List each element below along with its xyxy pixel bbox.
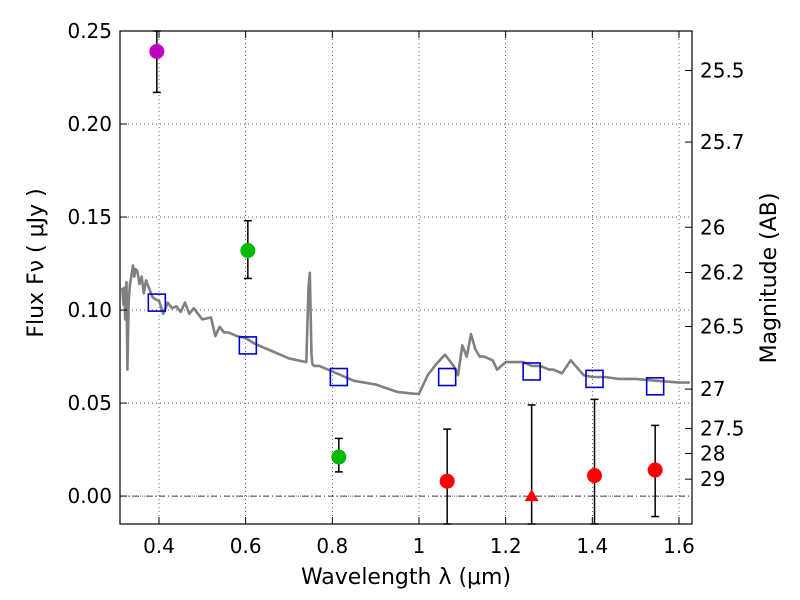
magnitude-tick-label: 29 xyxy=(700,467,725,491)
y-tick-label: 0.10 xyxy=(67,298,112,322)
x-axis-label: Wavelength λ (μm) xyxy=(301,565,511,590)
plot-data xyxy=(120,30,690,525)
x-tick-label: 1.4 xyxy=(576,534,608,558)
model-photometry xyxy=(147,293,665,396)
detections-green xyxy=(240,220,347,473)
y-axis-label: Flux Fν ( μJy ) xyxy=(24,188,49,337)
x-tick-label: 0.8 xyxy=(316,534,348,558)
magnitude-tick-label: 26 xyxy=(700,215,725,239)
data-point xyxy=(331,449,347,465)
model-point xyxy=(329,367,349,387)
model-point xyxy=(147,293,167,312)
magnitude-tick-label: 28 xyxy=(700,441,725,465)
x-tick-label: 1.6 xyxy=(663,534,695,558)
data-point xyxy=(647,462,663,478)
magnitude-tick-label: 27.5 xyxy=(700,417,745,441)
magnitude-tick-label: 25.7 xyxy=(700,130,745,154)
model-point xyxy=(585,369,604,389)
spectrum-line xyxy=(120,264,690,396)
x-tick-label: 1.2 xyxy=(490,534,522,558)
grid-lines xyxy=(120,30,692,524)
y-tick-label: 0.00 xyxy=(67,484,112,508)
y-tick-label: 0.15 xyxy=(67,205,112,229)
magnitude-tick-label: 26.5 xyxy=(700,314,745,338)
y-tick-label: 0.25 xyxy=(67,19,112,43)
model-point xyxy=(522,362,541,381)
data-point xyxy=(439,473,455,489)
x-axis-ticks: 0.4 0.6 0.8 1 1.2 1.4 1.6 xyxy=(143,31,695,558)
data-point xyxy=(587,468,602,484)
y-axis-ticks: 0.00 0.05 0.10 0.15 0.20 0.25 xyxy=(67,19,127,508)
magnitude-tick-label: 27 xyxy=(700,377,725,401)
magnitude-tick-label: 25.5 xyxy=(700,58,745,82)
y-tick-label: 0.20 xyxy=(67,112,112,136)
measurements-red xyxy=(439,398,663,525)
x-tick-label: 0.6 xyxy=(230,534,262,558)
data-point xyxy=(240,243,256,259)
data-point xyxy=(149,43,165,59)
x-tick-label: 1 xyxy=(413,534,426,558)
upper-limit-red xyxy=(524,404,539,525)
template-spectrum xyxy=(120,264,690,396)
model-point xyxy=(238,336,258,355)
model-point xyxy=(645,377,665,396)
plot-frame xyxy=(119,30,693,525)
x-tick-label: 0.4 xyxy=(143,534,175,558)
model-point xyxy=(437,367,457,387)
magnitude-axis-label: Magnitude (AB) xyxy=(757,193,782,364)
upper-limit-point xyxy=(524,489,539,502)
magnitude-tick-label: 26.2 xyxy=(700,260,745,284)
detection-magenta xyxy=(149,30,165,94)
y-tick-label: 0.05 xyxy=(67,391,112,415)
